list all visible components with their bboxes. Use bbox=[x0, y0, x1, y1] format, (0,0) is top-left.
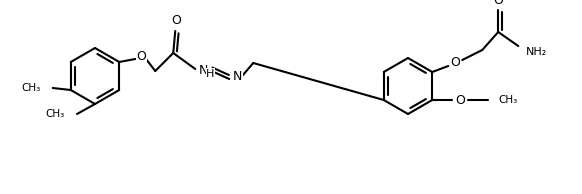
Text: CH₃: CH₃ bbox=[46, 109, 65, 119]
Text: N: N bbox=[199, 63, 208, 76]
Text: O: O bbox=[136, 50, 146, 63]
Text: H: H bbox=[206, 69, 215, 79]
Text: O: O bbox=[450, 56, 460, 69]
Text: NH₂: NH₂ bbox=[526, 47, 548, 57]
Text: O: O bbox=[171, 15, 181, 28]
Text: O: O bbox=[455, 94, 465, 107]
Text: O: O bbox=[494, 0, 503, 7]
Text: CH₃: CH₃ bbox=[498, 95, 517, 105]
Text: CH₃: CH₃ bbox=[22, 83, 41, 93]
Text: N: N bbox=[233, 70, 243, 83]
